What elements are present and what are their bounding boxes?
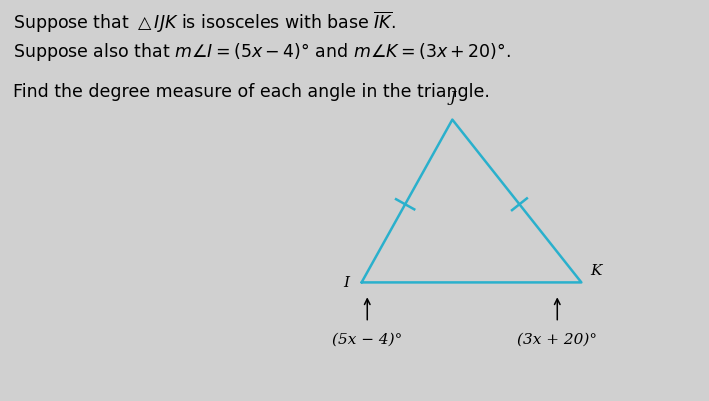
Text: J: J: [450, 91, 455, 105]
Text: K: K: [591, 264, 602, 277]
Text: Find the degree measure of each angle in the triangle.: Find the degree measure of each angle in…: [13, 83, 490, 101]
Text: Suppose that $\triangle IJK$ is isosceles with base $\overline{IK}$.: Suppose that $\triangle IJK$ is isoscele…: [13, 10, 396, 34]
Text: (5x − 4)°: (5x − 4)°: [332, 332, 403, 346]
Text: I: I: [344, 276, 350, 290]
Text: Suppose also that $m\angle I=(5x-4)°$ and $m\angle K=(3x+20)°$.: Suppose also that $m\angle I=(5x-4)°$ an…: [13, 41, 510, 63]
Text: (3x + 20)°: (3x + 20)°: [518, 332, 597, 346]
